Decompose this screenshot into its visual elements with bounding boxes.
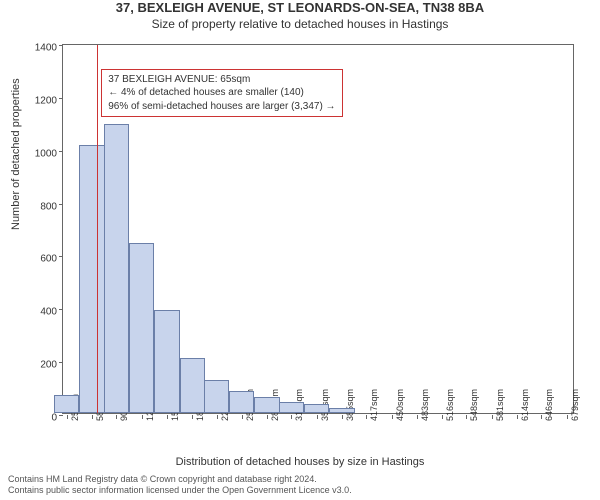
histogram-bar — [254, 397, 279, 413]
y-tick-label: 1000 — [27, 148, 57, 159]
x-tick-mark — [116, 415, 117, 419]
x-tick-mark — [317, 415, 318, 419]
x-tick-label: 417sqm — [369, 389, 379, 421]
y-tick-mark — [59, 362, 63, 363]
x-tick-mark — [541, 415, 542, 419]
x-tick-mark — [567, 415, 568, 419]
x-tick-mark — [466, 415, 467, 419]
annotation-line: ← 4% of detached houses are smaller (140… — [108, 86, 335, 100]
x-axis-label: Distribution of detached houses by size … — [0, 456, 600, 468]
histogram-bar — [54, 395, 79, 414]
histogram-bar — [329, 408, 354, 413]
x-tick-mark — [342, 415, 343, 419]
histogram-bar — [279, 402, 304, 413]
y-tick-mark — [59, 256, 63, 257]
chart-area: 020040060080010001200140025sqm58sqm90sqm… — [62, 44, 574, 414]
x-tick-mark — [417, 415, 418, 419]
x-tick-mark — [142, 415, 143, 419]
y-tick-label: 1400 — [27, 43, 57, 54]
histogram-bar — [304, 404, 329, 413]
annotation-line: 96% of semi-detached houses are larger (… — [108, 100, 335, 114]
histogram-bar — [129, 243, 154, 413]
y-tick-mark — [59, 309, 63, 310]
x-tick-mark — [167, 415, 168, 419]
property-marker-line — [97, 45, 98, 413]
x-tick-mark — [192, 415, 193, 419]
x-tick-label: 385sqm — [345, 389, 355, 421]
y-tick-mark — [59, 204, 63, 205]
x-tick-label: 516sqm — [445, 389, 455, 421]
x-tick-label: 450sqm — [395, 389, 405, 421]
x-tick-mark — [366, 415, 367, 419]
y-tick-mark — [59, 151, 63, 152]
footer-line-2: Contains public sector information licen… — [8, 485, 352, 496]
y-tick-label: 600 — [27, 254, 57, 265]
x-tick-mark — [291, 415, 292, 419]
annotation-line: 37 BEXLEIGH AVENUE: 65sqm — [108, 73, 335, 87]
x-tick-mark — [217, 415, 218, 419]
histogram-bar — [79, 145, 104, 413]
y-tick-label: 200 — [27, 360, 57, 371]
y-tick-mark — [59, 415, 63, 416]
y-tick-label: 1200 — [27, 95, 57, 106]
y-tick-label: 800 — [27, 201, 57, 212]
x-tick-mark — [92, 415, 93, 419]
y-tick-mark — [59, 45, 63, 46]
histogram-bar — [104, 124, 129, 413]
x-tick-label: 483sqm — [420, 389, 430, 421]
x-tick-label: 548sqm — [469, 389, 479, 421]
x-tick-mark — [392, 415, 393, 419]
histogram-bar — [204, 380, 229, 413]
y-tick-mark — [59, 98, 63, 99]
x-tick-mark — [492, 415, 493, 419]
histogram-bar — [229, 391, 254, 413]
page-subtitle: Size of property relative to detached ho… — [0, 17, 600, 31]
y-axis-label: Number of detached properties — [10, 78, 22, 230]
x-tick-label: 614sqm — [520, 389, 530, 421]
x-tick-label: 679sqm — [570, 389, 580, 421]
x-tick-label: 646sqm — [544, 389, 554, 421]
x-tick-mark — [517, 415, 518, 419]
x-tick-mark — [242, 415, 243, 419]
page-title: 37, BEXLEIGH AVENUE, ST LEONARDS-ON-SEA,… — [0, 0, 600, 15]
annotation-box: 37 BEXLEIGH AVENUE: 65sqm← 4% of detache… — [101, 69, 342, 118]
x-tick-mark — [442, 415, 443, 419]
y-tick-label: 0 — [27, 413, 57, 424]
attribution-footer: Contains HM Land Registry data © Crown c… — [8, 474, 352, 497]
footer-line-1: Contains HM Land Registry data © Crown c… — [8, 474, 352, 485]
x-tick-mark — [267, 415, 268, 419]
plot-region: 020040060080010001200140025sqm58sqm90sqm… — [62, 44, 574, 414]
x-tick-label: 581sqm — [495, 389, 505, 421]
y-tick-label: 400 — [27, 307, 57, 318]
histogram-bar — [154, 310, 179, 413]
histogram-bar — [180, 358, 205, 414]
x-tick-mark — [67, 415, 68, 419]
